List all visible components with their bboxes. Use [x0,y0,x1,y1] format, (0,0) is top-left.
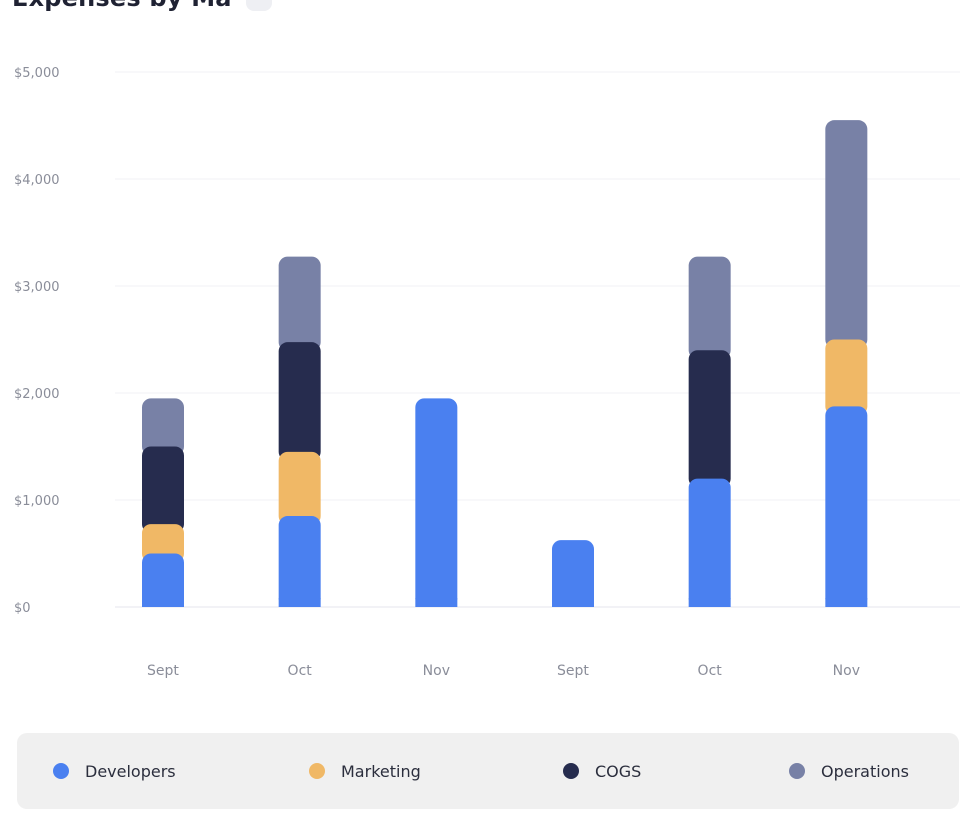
bar-marketing-5 [825,339,868,416]
bar-developers-1 [278,516,321,607]
bar-cogs-1 [278,342,321,461]
bar-marketing-0 [142,524,184,563]
bar-developers-2 [415,398,458,607]
bar-operations-4 [688,256,731,360]
legend-label-developers: Developers [85,761,176,781]
y-tick-label: $4,000 [14,173,60,188]
legend-item-cogs[interactable]: COGS [563,733,641,809]
info-icon[interactable] [245,0,272,11]
bar-developers-1-base [278,598,321,607]
chart-header: Expenses by Ma [12,0,272,12]
bar-developers-2-base [415,598,458,607]
bar-developers-4-base [688,598,731,607]
legend-item-marketing[interactable]: Marketing [309,733,421,809]
legend-item-operations[interactable]: Operations [789,733,909,809]
x-tick-label: Oct [698,663,723,679]
y-tick-label: $5,000 [14,66,60,81]
legend-label-cogs: COGS [595,761,642,781]
legend-label-operations: Operations [821,761,909,781]
bar-developers-5-base [825,598,868,607]
y-tick-label: $3,000 [14,280,60,295]
bar-developers-5 [825,406,868,607]
bar-marketing-1 [278,451,321,526]
x-tick-label: Oct [288,663,313,679]
x-tick-label: Sept [147,663,179,679]
bar-cogs-0 [142,446,184,534]
y-tick-label: $1,000 [14,494,60,509]
bar-developers-3 [552,540,594,607]
x-tick-label: Nov [423,663,450,679]
y-tick-label: $2,000 [14,387,60,402]
y-tick-label: $0 [14,601,31,616]
bar-operations-5 [825,120,868,349]
legend-dot-operations [789,763,805,779]
legend-dot-marketing [309,763,325,779]
chart-title: Expenses by Ma [12,0,232,12]
stacked-bar-chart: $0 $1,000 $2,000 $3,000 $4,000 $5,000 Sept Oct N… [14,66,960,679]
x-tick-label: Nov [833,663,860,679]
bar-developers-4 [688,478,731,607]
bar-cogs-4 [688,350,731,488]
x-tick-label: Sept [557,663,589,679]
bar-developers-0-base [142,598,184,607]
chart-legend: Developers Marketing COGS Operations [17,733,959,809]
legend-label-marketing: Marketing [341,761,421,781]
bar-operations-0 [142,398,184,456]
bar-operations-1 [278,256,321,352]
legend-dot-developers [53,763,69,779]
legend-dot-cogs [563,763,579,779]
legend-item-developers[interactable]: Developers [53,733,176,809]
bar-developers-3-base [552,598,594,607]
bar-developers-0 [142,553,184,607]
